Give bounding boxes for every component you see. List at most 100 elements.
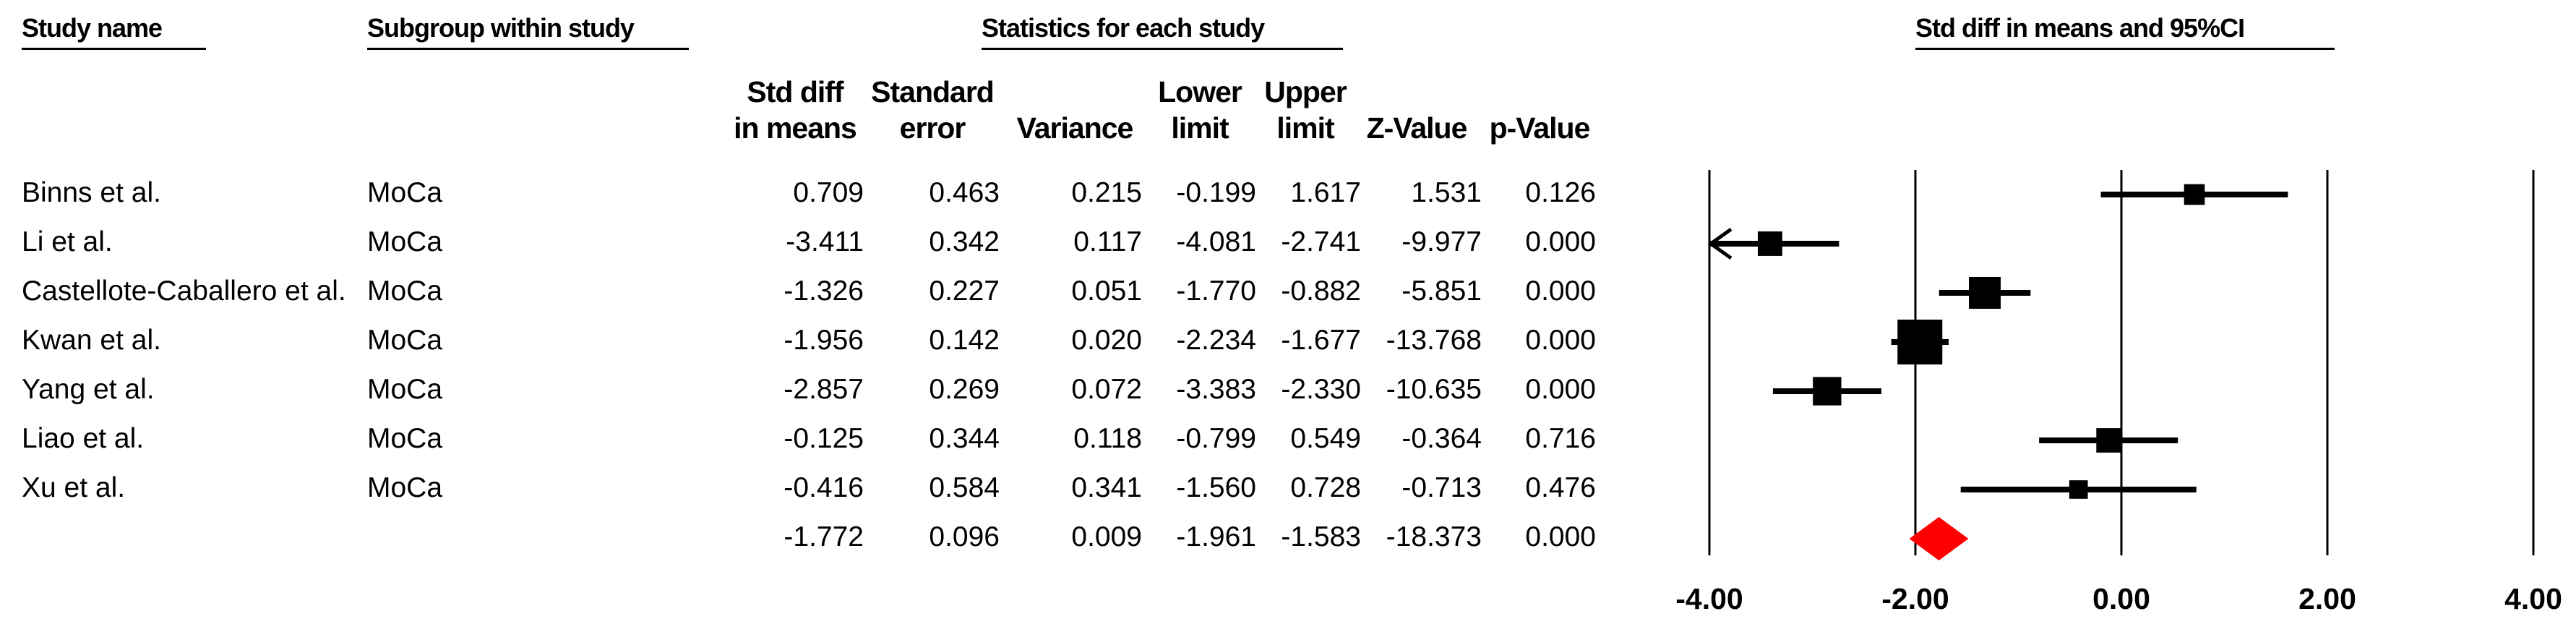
column-header-var: Variance <box>1016 111 1134 145</box>
study-name-cell: Li et al. <box>22 226 113 257</box>
stat-cell-lower: -0.799 <box>1176 423 1256 454</box>
ci-truncation-arrow <box>1707 227 1733 260</box>
subgroup-cell: MoCa <box>367 226 443 257</box>
study-marker <box>2069 480 2088 499</box>
x-tick-label: 4.00 <box>2504 582 2562 615</box>
study-name-cell: Xu et al. <box>22 472 126 503</box>
stat-cell-var: 0.341 <box>1071 472 1142 503</box>
stat-cell-se: 0.344 <box>929 423 1000 454</box>
subgroup-cell: MoCa <box>367 276 443 307</box>
stat-cell-z: 1.531 <box>1411 177 1482 208</box>
stat-cell-var: 0.117 <box>1073 226 1142 257</box>
subgroup-cell: MoCa <box>367 325 443 356</box>
stat-cell-se: 0.342 <box>929 226 1000 257</box>
header-statistics-underline <box>982 48 1343 50</box>
header-forest-underline <box>1915 48 2335 50</box>
column-header-smd: Std diff in means <box>734 75 857 145</box>
stat-cell-lower: -1.560 <box>1176 472 1256 503</box>
stat-cell-upper: -1.677 <box>1281 325 1361 356</box>
stat-cell-var: 0.051 <box>1071 276 1142 307</box>
study-marker <box>2184 184 2205 205</box>
stat-cell-z: -0.713 <box>1401 472 1482 503</box>
stat-cell-lower: -1.770 <box>1176 276 1256 307</box>
pooled-cell-z: -18.373 <box>1386 521 1482 552</box>
header-subgroup: Subgroup within study <box>367 13 635 43</box>
pooled-diamond <box>1909 517 1969 560</box>
stat-cell-se: 0.142 <box>929 325 1000 356</box>
study-name-cell: Yang et al. <box>22 374 155 405</box>
stat-cell-lower: -3.383 <box>1176 374 1256 405</box>
stat-cell-upper: -2.330 <box>1281 374 1361 405</box>
study-name-cell: Castellote-Caballero et al. <box>22 276 346 307</box>
stat-cell-z: -9.977 <box>1401 226 1482 257</box>
header-forest: Std diff in means and 95%CI <box>1915 13 2245 43</box>
subgroup-cell: MoCa <box>367 472 443 503</box>
stat-cell-lower: -0.199 <box>1176 177 1256 208</box>
stat-cell-p: 0.000 <box>1525 226 1596 257</box>
study-marker <box>1969 276 2001 309</box>
column-header-z: Z-Value <box>1366 111 1468 145</box>
study-marker <box>1813 377 1842 406</box>
stat-cell-se: 0.463 <box>929 177 1000 208</box>
column-header-lower: Lower limit <box>1158 75 1242 145</box>
stat-cell-var: 0.072 <box>1071 374 1142 405</box>
column-header-upper: Upper limit <box>1264 75 1347 145</box>
stat-cell-upper: -0.882 <box>1281 276 1361 307</box>
study-name-cell: Liao et al. <box>22 423 145 454</box>
stat-cell-se: 0.227 <box>929 276 1000 307</box>
stat-cell-z: -5.851 <box>1401 276 1482 307</box>
study-marker <box>1897 320 1943 364</box>
pooled-cell-lower: -1.961 <box>1176 521 1256 552</box>
stat-cell-smd: -2.857 <box>783 374 864 405</box>
subgroup-cell: MoCa <box>367 177 443 208</box>
stat-cell-p: 0.476 <box>1525 472 1596 503</box>
header-study-name: Study name <box>22 13 163 43</box>
stat-cell-smd: 0.709 <box>793 177 864 208</box>
stat-cell-upper: 0.728 <box>1290 472 1361 503</box>
stat-cell-p: 0.000 <box>1525 276 1596 307</box>
pooled-cell-se: 0.096 <box>929 521 1000 552</box>
stat-cell-lower: -2.234 <box>1176 325 1256 356</box>
subgroup-cell: MoCa <box>367 374 443 405</box>
stat-cell-smd: -0.125 <box>783 423 864 454</box>
stat-cell-lower: -4.081 <box>1176 226 1256 257</box>
study-marker <box>1758 231 1782 256</box>
x-tick-label: 0.00 <box>2092 582 2150 615</box>
stat-cell-se: 0.269 <box>929 374 1000 405</box>
stat-cell-p: 0.000 <box>1525 325 1596 356</box>
stat-cell-var: 0.215 <box>1071 177 1142 208</box>
stat-cell-upper: 0.549 <box>1290 423 1361 454</box>
header-statistics: Statistics for each study <box>982 13 1265 43</box>
stat-cell-se: 0.584 <box>929 472 1000 503</box>
subgroup-cell: MoCa <box>367 423 443 454</box>
stat-cell-p: 0.126 <box>1525 177 1596 208</box>
study-name-cell: Kwan et al. <box>22 325 161 356</box>
stat-cell-smd: -0.416 <box>783 472 864 503</box>
stat-cell-z: -10.635 <box>1386 374 1482 405</box>
x-tick-label: 2.00 <box>2298 582 2356 615</box>
x-tick-label: -2.00 <box>1881 582 1949 615</box>
stat-cell-p: 0.000 <box>1525 374 1596 405</box>
pooled-cell-var: 0.009 <box>1071 521 1142 552</box>
pooled-cell-upper: -1.583 <box>1281 521 1361 552</box>
stat-cell-upper: -2.741 <box>1281 226 1361 257</box>
header-subgroup-underline <box>367 48 689 50</box>
study-marker <box>2096 428 2121 453</box>
pooled-cell-smd: -1.772 <box>783 521 864 552</box>
pooled-cell-p: 0.000 <box>1525 521 1596 552</box>
stat-cell-z: -13.768 <box>1386 325 1482 356</box>
stat-cell-upper: 1.617 <box>1290 177 1361 208</box>
stat-cell-smd: -3.411 <box>786 226 864 257</box>
study-name-cell: Binns et al. <box>22 177 161 208</box>
stat-cell-var: 0.020 <box>1071 325 1142 356</box>
stat-cell-p: 0.716 <box>1525 423 1596 454</box>
stat-cell-smd: -1.326 <box>783 276 864 307</box>
stat-cell-smd: -1.956 <box>783 325 864 356</box>
x-tick-label: -4.00 <box>1675 582 1743 615</box>
stat-cell-var: 0.118 <box>1073 423 1142 454</box>
stat-cell-z: -0.364 <box>1401 423 1482 454</box>
column-header-p: p-Value <box>1489 111 1591 145</box>
column-header-se: Standard error <box>871 75 995 145</box>
header-study-name-underline <box>22 48 206 50</box>
